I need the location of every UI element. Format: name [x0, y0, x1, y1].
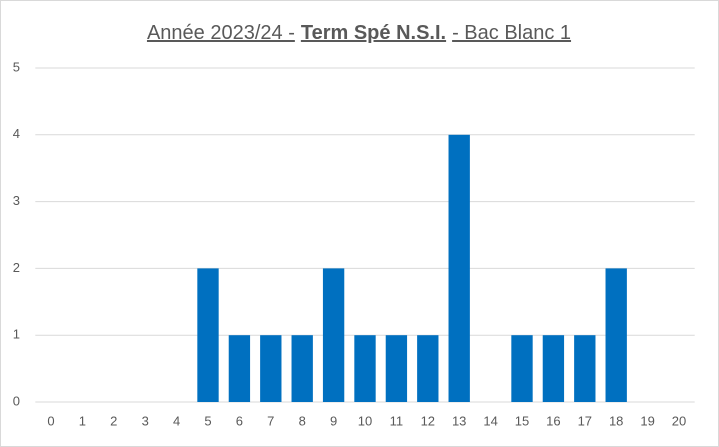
bar — [542, 335, 565, 402]
title-part: - Bac Blanc 1 — [452, 22, 571, 44]
bar — [260, 335, 282, 402]
bar — [322, 268, 345, 402]
bar — [197, 268, 219, 402]
chart-title: Année 2023/24 - Term Spé N.S.I. - Bac Blan… — [147, 22, 571, 44]
x-tick-label: 20 — [672, 413, 686, 428]
y-tick-label: 3 — [13, 193, 20, 208]
bar — [511, 335, 533, 402]
x-tick-label: 4 — [173, 413, 180, 428]
x-tick-label: 14 — [483, 413, 497, 428]
bar — [448, 134, 470, 403]
x-tick-label: 11 — [390, 413, 404, 428]
x-tick-label: 17 — [578, 413, 592, 428]
bar — [605, 268, 627, 402]
x-tick-label: 16 — [546, 413, 560, 428]
bar — [354, 335, 376, 402]
x-tick-label: 7 — [267, 413, 274, 428]
bar — [574, 335, 596, 402]
y-tick-label: 1 — [13, 327, 20, 342]
y-tick-label: 0 — [13, 393, 20, 408]
title-part: Année 2023/24 - — [147, 22, 295, 44]
bar — [417, 335, 439, 402]
x-tick-label: 2 — [110, 413, 117, 428]
x-tick-label: 9 — [330, 413, 337, 428]
y-tick-label: 4 — [13, 126, 20, 141]
x-tick-label: 6 — [236, 413, 243, 428]
bar — [291, 335, 313, 402]
x-tick-label: 15 — [515, 413, 529, 428]
x-tick-label: 1 — [79, 413, 86, 428]
x-tick-label: 5 — [204, 413, 211, 428]
x-tick-label: 13 — [452, 413, 466, 428]
x-tick-label: 3 — [142, 413, 149, 428]
x-tick-label: 10 — [358, 413, 372, 428]
bar — [228, 335, 251, 402]
bar — [385, 335, 408, 402]
x-tick-label: 12 — [421, 413, 435, 428]
x-tick-label: 8 — [299, 413, 306, 428]
x-tick-label: 19 — [640, 413, 654, 428]
y-tick-label: 5 — [13, 59, 20, 74]
title-part: Term Spé N.S.I. — [301, 22, 446, 44]
y-tick-label: 2 — [13, 260, 20, 275]
x-tick-label: 18 — [609, 413, 623, 428]
x-tick-label: 0 — [47, 413, 54, 428]
